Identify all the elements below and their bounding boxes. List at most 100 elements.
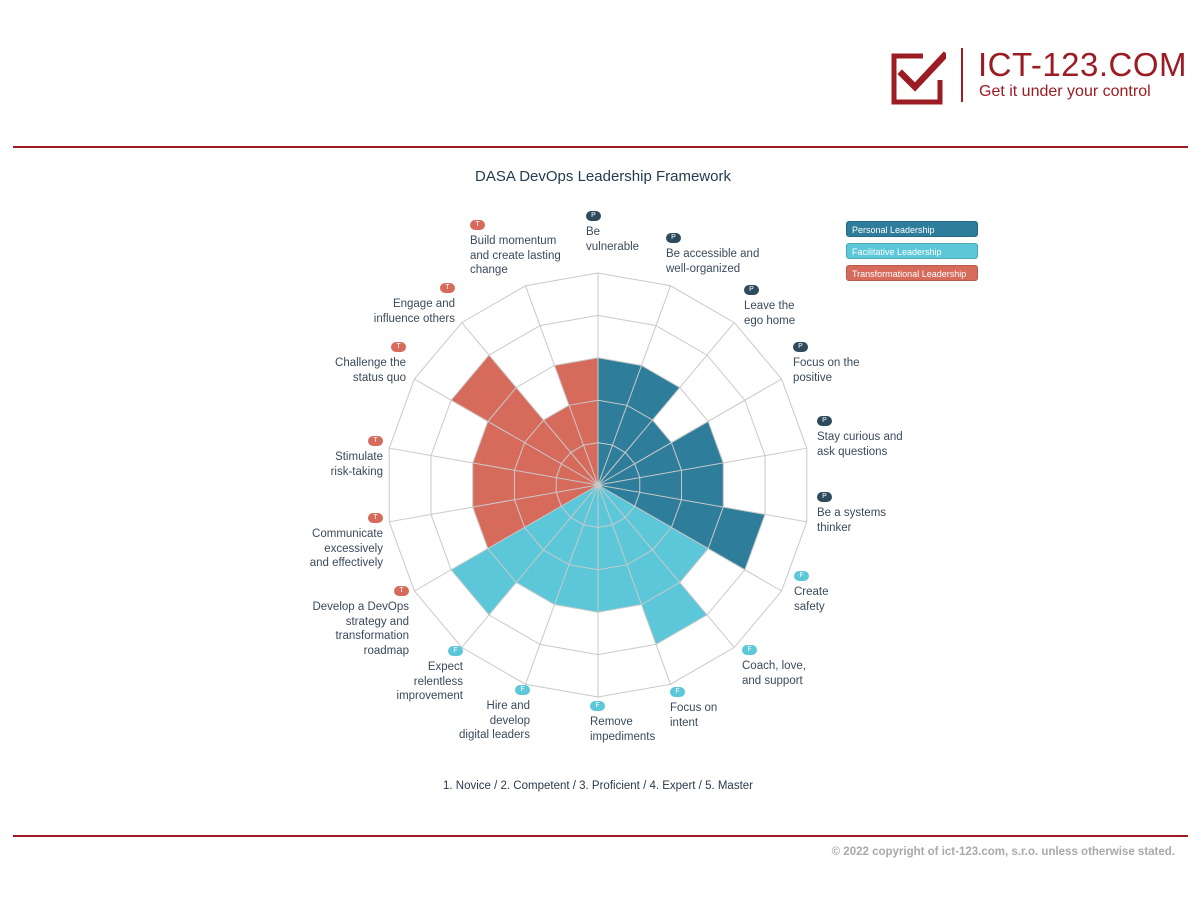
axis-label-line: digital leaders [459,729,530,741]
axis-label-line: Coach, love, [742,660,806,672]
logo-divider [961,48,963,102]
spoke-13 [414,484,599,592]
category-badge: F [670,687,685,697]
axis-label-be-vulnerable: P Be vulnerable [586,211,639,254]
category-badge: P [744,285,759,295]
spoke-4 [597,378,782,486]
spoke-3 [597,322,735,486]
legend-transformational-leadership: Transformational Leadership [846,265,978,281]
axis-label-line: Remove [590,716,633,728]
axis-label-line: Be [586,226,601,238]
axis-label-line: intent [670,716,699,729]
axis-label-engage-and-influence-others: T Engage and influence others [335,283,455,326]
category-badge: P [817,416,832,426]
spoke-17 [461,322,599,486]
logo: ICT-123.COM Get it under your control [890,46,1187,106]
axis-label-line: risk-taking [330,465,383,478]
axis-label-line: safety [794,600,825,613]
category-badge: F [448,646,463,656]
spoke-16 [414,378,599,486]
category-badge: T [391,342,406,352]
axis-label-remove-impediments: F Remove impediments [590,701,655,744]
logo-tagline: Get it under your control [979,83,1151,100]
axis-label-line: and create lasting [470,249,561,262]
axis-label-be-a-systems-thinker: P Be a systems thinker [817,492,886,535]
spoke-9 [597,484,671,685]
axis-label-line: Stimulate [335,451,383,463]
axis-label-line: influence others [373,312,455,325]
axis-label-line: Focus on [670,702,718,714]
axis-label-line: Hire and [486,700,530,712]
axis-label-line: develop [489,714,530,727]
category-badge: P [793,342,808,352]
axis-label-line: Communicate [312,528,383,540]
axis-label-line: vulnerable [586,240,640,253]
category-badge: F [742,645,757,655]
axis-label-line: relentless [413,675,463,688]
axis-label-line: Build momentum [470,235,557,247]
spoke-2 [597,285,671,486]
axis-label-line: excessively [324,542,383,555]
category-badge: P [666,233,681,243]
axis-label-be-accessible-and-well-organized: P Be accessible and well-organized [666,233,759,276]
axis-label-line: roadmap [363,644,409,657]
spoke-7 [597,484,782,592]
logo-name: ICT-123.COM [978,46,1188,83]
spoke-5 [597,447,807,486]
category-badge: P [817,492,832,502]
axis-label-line: Stay curious and [817,431,903,443]
category-badge: F [794,571,809,581]
footer-divider [13,835,1188,837]
axis-label-line: improvement [396,690,463,702]
spoke-14 [389,484,599,523]
spoke-15 [389,447,599,486]
axis-label-build-momentum-and-create-lasting-change: T Build momentum and create lasting change [470,220,561,278]
axis-label-line: Challenge the [335,357,406,369]
category-badge: T [440,283,455,293]
axis-label-line: Leave the [744,300,795,312]
category-badge: F [515,685,530,695]
axis-label-line: Be a systems [817,507,887,519]
legend-personal-leadership: Personal Leadership [846,221,978,237]
category-badge: F [590,701,605,711]
axis-label-line: transformation [335,630,409,642]
axis-label-stimulate-risk-taking: T Stimulate risk-taking [263,436,383,479]
axis-label-coach-love-and-support: F Coach, love, and support [742,645,806,688]
axis-label-focus-on-the-positive: P Focus on the positive [793,342,859,385]
category-badge: T [470,220,485,230]
axis-label-hire-and-develop-digital-leaders: F Hire and develop digital leaders [430,685,530,743]
copyright-notice: © 2022 copyright of ict-123.com, s.r.o. … [831,846,1175,858]
category-badge: P [586,211,601,221]
axis-label-line: change [470,264,508,276]
axis-label-line: strategy and [345,615,409,628]
axis-label-line: impediments [590,730,656,743]
spoke-18 [525,285,599,486]
category-badge: T [368,436,383,446]
axis-label-line: positive [793,371,832,384]
axis-label-line: and effectively [309,557,383,569]
axis-label-create-safety: F Create safety [794,571,829,614]
category-badge: T [394,586,409,596]
spoke-11 [525,484,599,685]
header-divider [13,146,1188,148]
axis-label-line: Be accessible and [666,248,760,260]
axis-label-develop-a-devops-strategy-and-transformation-roadmap: T Develop a DevOps strategy and transformat… [279,586,409,658]
spoke-6 [597,484,807,523]
axis-label-line: Focus on the [793,357,860,369]
axis-label-line: thinker [817,521,852,534]
axis-label-line: Engage and [392,298,455,310]
chart-title: DASA DevOps Leadership Framework [475,168,731,185]
axis-label-line: well-organized [666,262,741,275]
axis-label-line: Create [794,586,829,598]
axis-label-line: status quo [352,371,406,384]
axis-label-challenge-the-status-quo: T Challenge the status quo [286,342,406,385]
axis-label-leave-the-ego-home: P Leave the ego home [744,285,795,328]
proficiency-scale-note: 1. Novice / 2. Competent / 3. Proficient… [443,780,753,792]
axis-label-line: ask questions [817,445,888,458]
axis-label-communicate-excessively-and-effectively: T Communicate excessively and effectively [263,513,383,571]
axis-label-focus-on-intent: F Focus on intent [670,687,717,730]
category-badge: T [368,513,383,523]
axis-label-line: Expect [427,661,463,673]
legend-facilitative-leadership: Facilitative Leadership [846,243,978,259]
